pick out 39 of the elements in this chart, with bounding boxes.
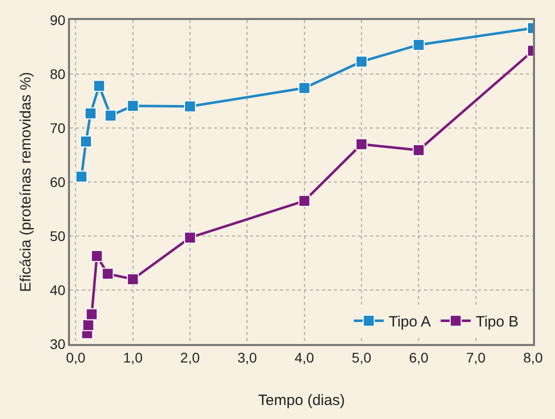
point xyxy=(356,56,368,68)
point xyxy=(102,268,114,280)
x-tick-label: 7,0 xyxy=(466,350,486,366)
y-tick-label: 40 xyxy=(50,282,66,298)
point xyxy=(356,138,368,150)
y-axis-title: Eficácia (proteínas removidas %) xyxy=(18,72,35,292)
x-tick-label: 1,0 xyxy=(123,350,143,366)
y-tick-label: 70 xyxy=(50,120,66,136)
y-tick-label: 30 xyxy=(50,336,66,352)
point xyxy=(90,250,103,262)
point xyxy=(126,100,139,112)
point xyxy=(93,80,106,92)
point xyxy=(412,38,425,51)
legend-label: Tipo B xyxy=(476,314,519,331)
x-tick-label: 2,0 xyxy=(180,350,200,366)
x-tick-label: 0,0 xyxy=(66,350,86,366)
point xyxy=(84,107,97,120)
y-tick-label: 60 xyxy=(50,174,66,190)
point xyxy=(86,308,98,320)
point xyxy=(298,194,310,207)
point xyxy=(82,319,94,332)
y-tick-label: 90 xyxy=(50,12,66,28)
x-tick-label: 5,0 xyxy=(352,350,372,366)
point xyxy=(184,232,196,244)
point xyxy=(80,136,92,148)
point xyxy=(412,144,425,156)
point xyxy=(184,100,196,112)
legend-label: Tipo A xyxy=(388,314,431,331)
x-tick-label: 6,0 xyxy=(408,350,429,366)
x-tick-label: 4,0 xyxy=(294,350,314,366)
x-axis-title: Tempo (dias) xyxy=(258,392,345,410)
point xyxy=(75,170,88,183)
point xyxy=(126,273,139,286)
y-tick-label: 50 xyxy=(50,228,66,244)
x-tick-label: 3,0 xyxy=(237,350,258,366)
x-tick-label: 8,0 xyxy=(523,350,543,366)
point xyxy=(104,110,117,122)
point xyxy=(298,82,310,94)
y-tick-label: 80 xyxy=(50,66,66,82)
